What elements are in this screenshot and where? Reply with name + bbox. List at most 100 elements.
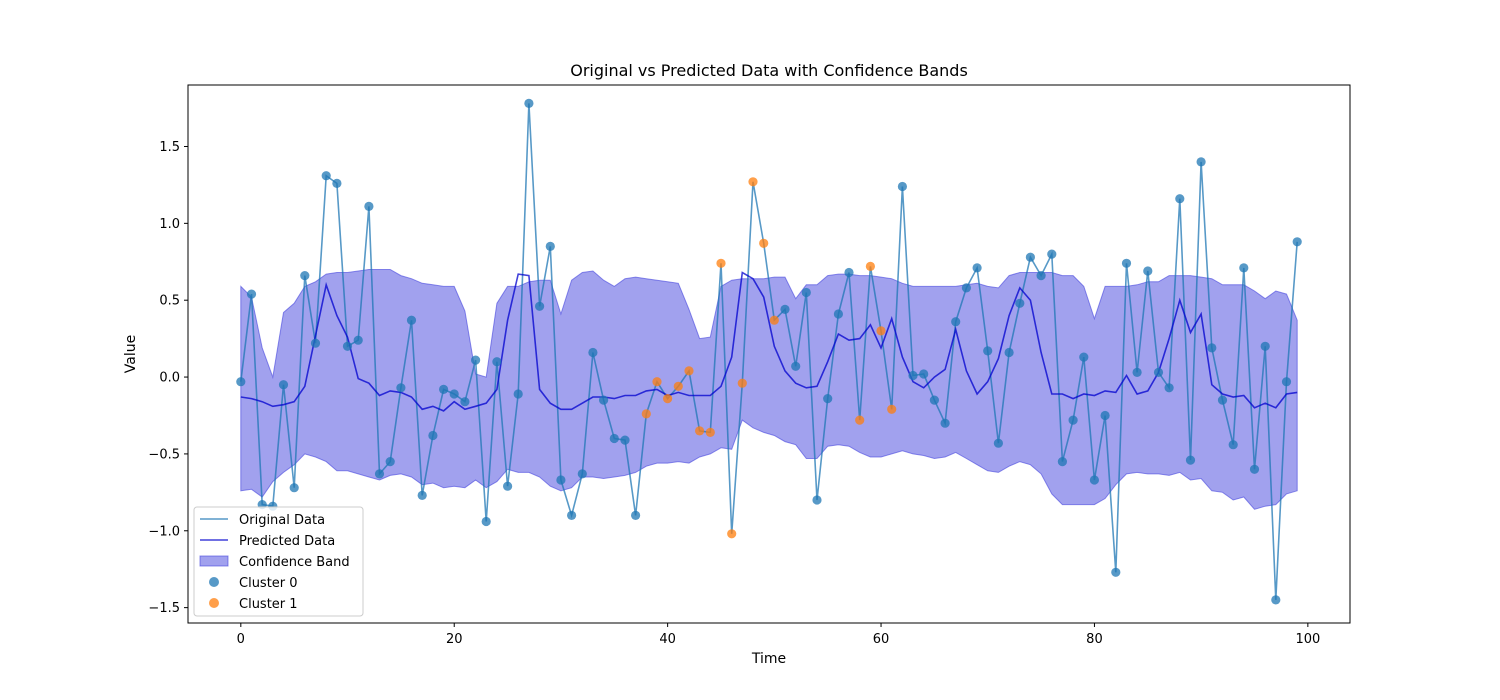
cluster-0-point bbox=[599, 395, 609, 405]
cluster-1-point bbox=[727, 529, 737, 539]
y-tick-label: −0.5 bbox=[148, 447, 180, 462]
cluster-0-point bbox=[1249, 464, 1260, 474]
cluster-0-point bbox=[364, 201, 374, 211]
legend-cluster-0-marker bbox=[209, 577, 219, 587]
cluster-0-point bbox=[1175, 194, 1185, 204]
cluster-0-point bbox=[1239, 263, 1249, 273]
cluster-0-point bbox=[1217, 395, 1228, 405]
cluster-0-point bbox=[1281, 377, 1292, 387]
legend-cluster-1-marker bbox=[209, 598, 219, 608]
cluster-0-point bbox=[1068, 415, 1078, 425]
cluster-0-point bbox=[609, 433, 619, 444]
legend: Original Data Predicted Data Confidence … bbox=[193, 506, 364, 617]
cluster-0-point bbox=[993, 438, 1004, 448]
cluster-1-point bbox=[695, 426, 705, 436]
cluster-0-point bbox=[929, 395, 940, 405]
x-tick-label: 40 bbox=[659, 632, 676, 647]
cluster-1-point bbox=[705, 427, 715, 437]
cluster-0-point bbox=[1057, 457, 1067, 467]
legend-original-label: Original Data bbox=[239, 513, 325, 528]
cluster-1-point bbox=[663, 394, 673, 404]
cluster-0-point bbox=[332, 178, 342, 188]
cluster-0-point bbox=[620, 435, 630, 445]
cluster-0-point bbox=[492, 357, 502, 367]
y-tick-label: 1.0 bbox=[159, 217, 180, 232]
cluster-0-point bbox=[1153, 367, 1164, 377]
cluster-0-point bbox=[1260, 341, 1270, 351]
cluster-0-point bbox=[1292, 237, 1302, 247]
cluster-1-point bbox=[887, 404, 897, 414]
cluster-0-point bbox=[1025, 252, 1035, 262]
cluster-1-point bbox=[865, 261, 876, 271]
cluster-0-point bbox=[342, 341, 353, 351]
original-data-line bbox=[240, 103, 1298, 600]
cluster-0-point bbox=[1164, 383, 1174, 393]
cluster-0-point bbox=[289, 483, 299, 493]
legend-predicted-label: Predicted Data bbox=[239, 534, 335, 549]
y-tick-label: 1.5 bbox=[159, 140, 180, 155]
cluster-0-point bbox=[833, 309, 844, 319]
y-tick-label: −1.0 bbox=[148, 524, 180, 539]
cluster-0-point bbox=[321, 171, 331, 181]
y-tick-label: 0.5 bbox=[159, 294, 180, 309]
cluster-0-point bbox=[1047, 249, 1057, 259]
cluster-0-point bbox=[940, 418, 950, 428]
cluster-0-point bbox=[1121, 258, 1132, 268]
cluster-0-point bbox=[823, 394, 833, 404]
cluster-0-point bbox=[246, 289, 257, 299]
cluster-0-point bbox=[1196, 157, 1206, 167]
cluster-0-point bbox=[396, 383, 406, 393]
cluster-0-point bbox=[567, 510, 577, 520]
cluster-0-point bbox=[1004, 347, 1014, 358]
cluster-1-point bbox=[769, 315, 779, 325]
cluster-0-point bbox=[460, 397, 470, 407]
cluster-0-point bbox=[449, 389, 459, 399]
cluster-0-point bbox=[897, 181, 908, 192]
cluster-0-point bbox=[961, 283, 972, 293]
x-tick-label: 0 bbox=[237, 632, 245, 647]
cluster-0-point bbox=[812, 495, 822, 505]
cluster-1-point bbox=[876, 326, 886, 336]
cluster-0-point bbox=[1100, 410, 1110, 421]
legend-band-swatch bbox=[199, 555, 229, 567]
cluster-1-point bbox=[737, 378, 747, 388]
cluster-0-point bbox=[1185, 455, 1196, 465]
cluster-0-point bbox=[374, 469, 385, 479]
cluster-0-point bbox=[1111, 567, 1121, 577]
cluster-0-point bbox=[513, 389, 523, 399]
cluster-0-point bbox=[972, 263, 982, 273]
cluster-0-point bbox=[428, 430, 438, 441]
cluster-0-point bbox=[1015, 298, 1025, 308]
chart-title: Original vs Predicted Data with Confiden… bbox=[570, 61, 968, 80]
cluster-0-point bbox=[481, 516, 491, 527]
plot-area bbox=[187, 84, 1351, 624]
cluster-0-point bbox=[236, 377, 246, 387]
cluster-0-point bbox=[908, 370, 918, 381]
cluster-0-point bbox=[278, 380, 289, 390]
cluster-0-point bbox=[1079, 352, 1089, 362]
legend-cluster-0-label: Cluster 0 bbox=[239, 576, 298, 591]
y-axis-label: Value bbox=[123, 335, 139, 373]
legend-frame bbox=[193, 506, 364, 617]
cluster-0-point bbox=[577, 469, 587, 479]
cluster-0-point bbox=[801, 287, 811, 298]
y-tick-label: −1.5 bbox=[148, 601, 180, 616]
plot-frame bbox=[187, 84, 1351, 624]
y-tick-label: 0.0 bbox=[159, 371, 180, 386]
legend-cluster-1-label: Cluster 1 bbox=[239, 597, 298, 612]
cluster-0-point bbox=[951, 317, 961, 327]
cluster-1-point bbox=[652, 377, 662, 387]
cluster-0-point bbox=[524, 98, 534, 108]
cluster-0-point bbox=[631, 510, 641, 520]
cluster-0-point bbox=[1228, 440, 1238, 450]
cluster-0-point bbox=[1036, 271, 1046, 281]
x-tick-label: 100 bbox=[1295, 632, 1320, 647]
cluster-1-point bbox=[673, 381, 683, 391]
cluster-0-point bbox=[503, 481, 513, 491]
cluster-0-point bbox=[844, 267, 854, 278]
x-axis-label: Time bbox=[751, 651, 786, 667]
cluster-0-point bbox=[545, 241, 555, 251]
cluster-0-point bbox=[300, 271, 310, 281]
cluster-1-point bbox=[641, 409, 651, 419]
cluster-0-point bbox=[471, 355, 481, 365]
